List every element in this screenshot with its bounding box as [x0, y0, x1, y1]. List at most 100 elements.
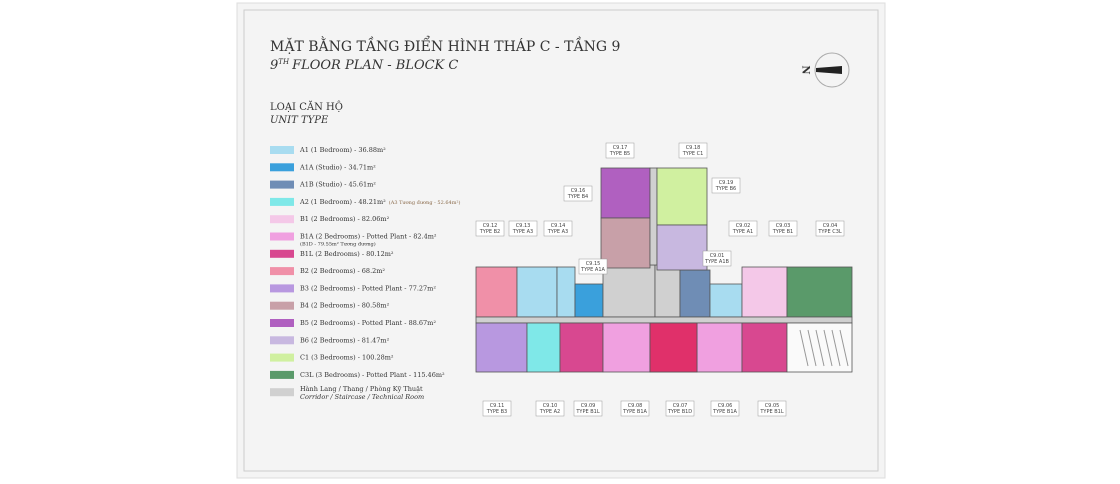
legend-note: (A3 Tương đương - 52.64m²): [389, 199, 461, 206]
unit-room: [656, 224, 708, 271]
hatch: [799, 329, 809, 367]
legend-text: B3 (2 Bedrooms) - Potted Plant - 77.27m²: [300, 284, 436, 292]
legend-swatch: [270, 215, 294, 224]
unit-label-box: [620, 400, 650, 417]
unit-type: TYPE B3: [486, 409, 507, 415]
unit-room: [475, 266, 518, 318]
legend-swatch: [270, 249, 294, 258]
legend-note: (B1D - 79.55m² Tương đương): [300, 241, 376, 248]
unit-room: [709, 283, 743, 318]
unit-type: TYPE B1L: [759, 409, 783, 415]
unit-code: C9.05: [765, 403, 780, 409]
hatch: [831, 329, 841, 367]
unit-room: [602, 322, 651, 373]
unit-label-box: [578, 258, 608, 275]
legend-text: B2 (2 Bedrooms) - 68.2m²: [300, 267, 385, 275]
unit-room: [656, 167, 708, 226]
unit-type: TYPE B5: [609, 151, 630, 157]
unit-type: TYPE B1: [772, 229, 793, 235]
unit-code: C9.07: [673, 403, 688, 409]
unit-type: TYPE A3: [547, 229, 568, 235]
unit-code: C9.18: [686, 145, 701, 151]
legend-swatch: [270, 353, 294, 362]
unit-code: C9.16: [571, 188, 586, 194]
unit-label-box: [543, 220, 573, 237]
unit-code: C9.08: [628, 403, 643, 409]
unit-label-box: [711, 177, 741, 194]
subtitle: 9TH FLOOR PLAN - BLOCK C: [270, 58, 458, 73]
unit-type: TYPE C1: [682, 151, 704, 157]
legend-swatch: [270, 301, 294, 310]
hatch: [807, 329, 817, 367]
unit-label-box: [605, 142, 635, 159]
unit-type: TYPE A1B: [704, 259, 729, 265]
subtitle-sup: TH: [278, 58, 290, 66]
unit-type: TYPE B2: [479, 229, 500, 235]
unit-label-box: [563, 185, 593, 202]
unit-type: TYPE A2: [539, 409, 560, 415]
legend-subheading: UNIT TYPE: [270, 115, 329, 126]
legend-swatch: [270, 284, 294, 293]
unit-room: [526, 322, 561, 373]
legend-swatch: [270, 180, 294, 189]
unit-code: C9.04: [823, 223, 838, 229]
legend-swatch: [270, 163, 294, 172]
unit-label-box: [508, 220, 538, 237]
unit-room: [649, 322, 698, 373]
unit-code: C9.15: [586, 261, 601, 267]
unit-room: [679, 269, 711, 318]
unit-room: [696, 322, 743, 373]
legend-swatch: [270, 336, 294, 345]
frame: [243, 9, 879, 472]
unit-type: TYPE B1L: [575, 409, 599, 415]
unit-code: C9.03: [776, 223, 791, 229]
unit-room: [600, 217, 651, 269]
unit-code: C9.14: [551, 223, 566, 229]
unit-label-box: [768, 220, 798, 237]
unit-room: [649, 167, 658, 266]
unit-type: TYPE B1A: [712, 409, 737, 415]
legend-swatch: [270, 370, 294, 379]
legend: A1 (1 Bedroom) - 36.88m² A1A (Studio) - 3…: [270, 146, 460, 401]
subtitle-number: 9: [270, 58, 278, 73]
unit-label-box: [475, 220, 505, 237]
unit-room: [475, 322, 528, 373]
unit-label-box: [710, 400, 740, 417]
legend-note: Corridor / Staircase / Technical Room: [300, 393, 424, 401]
unit-type: TYPE B4: [567, 194, 588, 200]
unit-label-box: [573, 400, 603, 417]
unit-room: [574, 283, 604, 318]
unit-type: TYPE C3L: [817, 229, 842, 235]
unit-label-box: [702, 250, 732, 267]
unit-code: C9.13: [516, 223, 531, 229]
unit-room: [516, 266, 558, 318]
card: [236, 2, 886, 479]
unit-type: TYPE A1A: [580, 267, 605, 273]
unit-code: C9.01: [710, 253, 725, 259]
unit-code: C9.11: [490, 403, 505, 409]
unit-code: C9.12: [483, 223, 498, 229]
unit-type: TYPE B6: [715, 186, 736, 192]
legend-heading: LOẠI CĂN HỘ: [270, 101, 343, 113]
legend-swatch: [270, 388, 294, 397]
hatch: [839, 329, 849, 367]
legend-text: C1 (3 Bedrooms) - 100.28m²: [300, 354, 394, 362]
unit-label-box: [815, 220, 845, 237]
legend-text: B4 (2 Bedrooms) - 80.58m²: [300, 302, 390, 310]
compass-label: N: [800, 65, 811, 74]
legend-text: Hành Lang / Thang / Phòng Kỹ Thuật: [300, 384, 423, 393]
legend-text: B6 (2 Bedrooms) - 81.47m²: [300, 336, 390, 344]
legend-text: A1A (Studio) - 34.71m²: [299, 163, 376, 171]
unit-type: TYPE A1: [732, 229, 753, 235]
unit-code: C9.10: [543, 403, 558, 409]
unit-type: TYPE B1D: [667, 409, 692, 415]
floor-plan: [475, 167, 853, 373]
hatch: [823, 329, 833, 367]
unit-type: TYPE B1A: [622, 409, 647, 415]
unit-room: [786, 266, 853, 318]
legend-swatch: [270, 319, 294, 327]
unit-room: [556, 266, 576, 318]
hatch: [815, 329, 825, 367]
